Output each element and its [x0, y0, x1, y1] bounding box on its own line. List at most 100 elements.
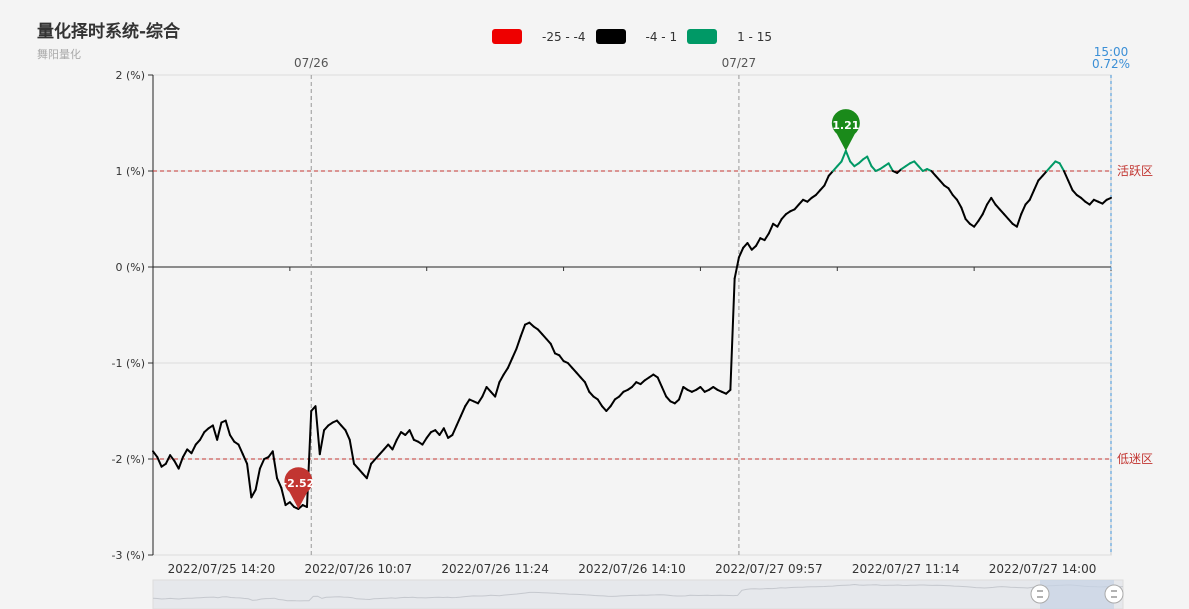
- series-segment: [536, 328, 544, 336]
- chart-title: 量化择时系统-综合: [37, 22, 181, 42]
- series-segment: [434, 429, 441, 436]
- series-segment: [994, 203, 1001, 211]
- series-segment: [1003, 213, 1010, 220]
- series-segment: [964, 218, 971, 225]
- series-segment: [335, 419, 343, 427]
- series-segment: [1024, 198, 1031, 206]
- series-segment: [1028, 189, 1036, 201]
- x-tick-label: 2022/07/27 11:14: [852, 562, 960, 576]
- series-segment: [960, 206, 967, 220]
- series-segment: [729, 277, 736, 391]
- series-segment: [340, 424, 347, 432]
- legend-item-low[interactable]: -25 - -4: [492, 29, 586, 44]
- series-segment: [485, 386, 492, 393]
- series-segment: [755, 237, 762, 247]
- series-segment: [1050, 160, 1057, 168]
- series-segment: [814, 189, 822, 196]
- series-segment: [631, 381, 638, 388]
- series-segment: [913, 160, 920, 168]
- series-segment: [990, 196, 997, 206]
- series-segment: [395, 431, 403, 441]
- series-segment: [793, 203, 800, 211]
- series-segment: [258, 458, 266, 470]
- y-tick-label: 1 (%): [115, 165, 145, 178]
- legend-item-high[interactable]: 1 - 15: [687, 29, 772, 44]
- legend-swatch-high: [687, 29, 718, 44]
- series-segment: [370, 458, 377, 465]
- legend-item-mid[interactable]: -4 - 1: [595, 29, 678, 44]
- day-label: 07/27: [722, 56, 757, 70]
- series-segment: [836, 160, 843, 168]
- series-segment: [917, 165, 924, 172]
- series-segment: [977, 213, 984, 222]
- min-marker-pin: [284, 467, 313, 509]
- series-segment: [464, 398, 471, 408]
- series-segment: [618, 390, 625, 398]
- series-segment: [515, 335, 522, 350]
- legend-label-low: -25 - -4: [542, 29, 586, 44]
- series-segment: [511, 347, 518, 360]
- datazoom-handle-left[interactable]: [1030, 584, 1050, 604]
- series-segment: [353, 462, 360, 470]
- series-segment: [1088, 198, 1095, 206]
- x-tick-label: 2022/07/26 11:24: [441, 562, 549, 576]
- y-tick-label: -2 (%): [112, 453, 146, 466]
- series-segment: [357, 467, 364, 475]
- series-segment: [216, 421, 223, 441]
- series-segment: [156, 456, 163, 468]
- last-value-label: 0.72%: [1092, 57, 1130, 71]
- series-segment: [246, 462, 253, 499]
- series-segment: [1067, 179, 1074, 192]
- series-segment: [947, 187, 954, 196]
- chart-subtitle: 舞阳量化: [37, 48, 81, 61]
- datazoom-preview: [152, 583, 1124, 602]
- series-segment: [438, 427, 445, 436]
- series-segment: [938, 179, 946, 187]
- x-tick-label: 2022/07/26 14:10: [578, 562, 686, 576]
- series-segment: [575, 371, 582, 379]
- series-segment: [455, 414, 462, 427]
- series-segment: [502, 366, 509, 376]
- series-segment: [348, 438, 356, 465]
- datazoom-handle-right[interactable]: [1104, 584, 1124, 604]
- series-segment: [823, 174, 830, 187]
- series-segment: [660, 386, 668, 398]
- series-segment: [211, 424, 219, 441]
- series-segment: [494, 381, 501, 398]
- series-segment: [271, 450, 279, 480]
- series-segment: [152, 450, 159, 459]
- series-segment: [609, 398, 616, 408]
- series-segment: [541, 333, 548, 340]
- series-segment: [459, 405, 467, 417]
- series-segment: [250, 488, 257, 499]
- series-segment: [408, 429, 415, 441]
- series-segment: [951, 194, 959, 201]
- series-segment: [199, 431, 206, 441]
- series-segment: [780, 213, 787, 220]
- series-segment: [344, 429, 351, 441]
- series-segment: [776, 218, 783, 228]
- series-segment: [844, 149, 852, 163]
- series-segment: [930, 170, 937, 177]
- last-time-label: 15:00: [1094, 45, 1129, 59]
- series-segment: [558, 354, 565, 363]
- series-segment: [998, 208, 1006, 216]
- x-tick-label: 2022/07/25 14:20: [168, 562, 276, 576]
- series-segment: [194, 438, 202, 446]
- series-segment: [797, 198, 805, 206]
- series-segment: [767, 222, 775, 235]
- y-tick-label: 0 (%): [115, 261, 145, 274]
- legend-label-mid: -4 - 1: [645, 29, 678, 44]
- series-segment: [849, 160, 856, 168]
- series-segment: [391, 438, 398, 451]
- series-segment: [588, 390, 595, 398]
- datazoom-selection: [1040, 580, 1114, 609]
- series-segment: [742, 242, 749, 249]
- series-segment: [545, 338, 552, 345]
- series-segment: [498, 373, 505, 384]
- series-segment: [1041, 170, 1048, 177]
- series-segment: [827, 170, 835, 177]
- series-segment: [985, 196, 993, 206]
- series-segment: [1045, 165, 1053, 172]
- series-segment: [866, 155, 873, 168]
